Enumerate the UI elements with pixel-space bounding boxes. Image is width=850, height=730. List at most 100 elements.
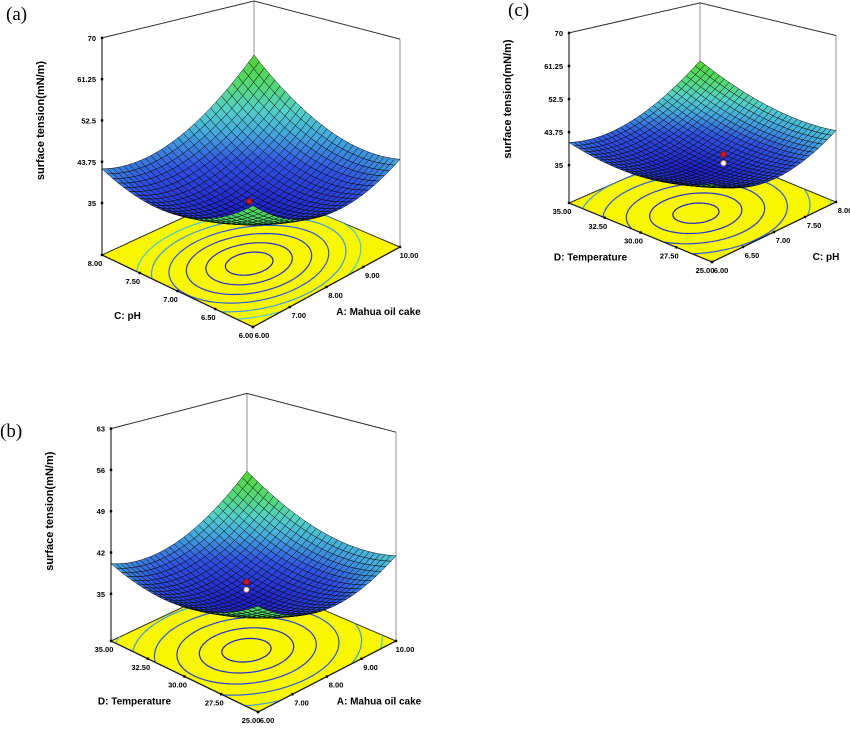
right-axis-tick-label: 10.00 — [396, 645, 415, 654]
z-tick-label: 42 — [97, 549, 105, 558]
z-tick-label: 35 — [97, 590, 105, 599]
contour-line — [198, 627, 295, 674]
left-axis-tick-label: 35.00 — [553, 207, 572, 216]
design-point-red — [246, 198, 253, 205]
design-point-white — [243, 586, 250, 593]
z-axis-label: surface tension(mN/m) — [502, 39, 514, 159]
frame-top-lines — [101, 0, 401, 40]
right-axis-tick-mark — [772, 230, 776, 234]
left-axis-tick-mark — [146, 657, 149, 660]
z-axis-label: surface tension(mN/m) — [44, 451, 56, 571]
right-axis-tick-label: 10.00 — [400, 251, 419, 260]
left-axis-tick-label: 35.00 — [95, 645, 114, 654]
z-tick-label: 61.25 — [77, 75, 96, 84]
right-axis-tick-label: 7.50 — [807, 221, 822, 230]
right-axis-tick-label: 6.50 — [745, 251, 760, 260]
right-axis-tick-label: 8.00 — [838, 206, 850, 215]
right-axis-tick-mark — [362, 265, 365, 269]
z-axis-tick-mark — [100, 36, 104, 40]
z-tick-label: 52.5 — [548, 95, 563, 104]
z-tick-label: 35 — [88, 199, 96, 208]
surface-mesh — [568, 60, 837, 189]
z-axis-tick-mark — [109, 468, 113, 472]
z-axis-tick-mark — [109, 551, 113, 554]
right-axis-label: A: Mahua oil cake — [336, 307, 421, 318]
frame-top-lines — [110, 392, 397, 433]
contour-line — [672, 202, 720, 224]
left-axis-tick-mark — [138, 271, 141, 275]
z-axis-tick-mark — [567, 164, 571, 167]
right-axis-tick-label: 7.00 — [776, 236, 791, 245]
left-axis-tick-label: 8.00 — [88, 259, 103, 268]
right-axis-tick-mark — [710, 260, 714, 264]
contour-line — [185, 232, 313, 296]
surface-mesh — [101, 54, 401, 226]
right-axis-label: C: pH — [813, 252, 840, 263]
contour-line — [221, 637, 272, 663]
left-axis-tick-label: 25.00 — [696, 266, 715, 275]
left-axis-tick-label: 6.50 — [201, 313, 216, 322]
right-axis-tick-mark — [394, 639, 398, 643]
right-axis-tick-label: 8.00 — [329, 681, 344, 690]
z-axis-tick-mark — [567, 64, 571, 68]
left-axis-tick-label: 27.50 — [660, 251, 679, 260]
left-axis-label: D: Temperature — [98, 697, 172, 708]
right-axis-tick-mark — [251, 325, 255, 329]
z-tick-label: 56 — [97, 466, 105, 475]
left-axis-tick-mark — [176, 289, 179, 293]
right-axis-tick-mark — [288, 305, 291, 309]
right-axis-tick-label: 6.00 — [714, 266, 729, 275]
right-axis-tick-mark — [360, 657, 363, 660]
left-axis-tick-label: 32.50 — [131, 663, 150, 672]
z-axis-tick-mark — [567, 97, 571, 101]
left-axis-tick-label: 6.00 — [239, 331, 254, 340]
right-axis-tick-label: 9.00 — [365, 271, 380, 280]
left-axis-tick-label: 7.50 — [125, 277, 140, 286]
left-axis-tick-mark — [603, 216, 606, 219]
left-axis-tick-mark — [220, 693, 223, 696]
design-point-red — [720, 151, 727, 158]
z-axis-tick-mark — [109, 510, 113, 513]
left-axis-label: D: Temperature — [554, 253, 628, 264]
z-axis-tick-mark — [100, 160, 104, 163]
design-point-white — [720, 160, 727, 167]
z-tick-label: 70 — [555, 29, 563, 38]
z-tick-label: 70 — [88, 34, 96, 43]
left-axis-tick-label: 7.00 — [163, 295, 178, 304]
left-axis-tick-mark — [100, 253, 104, 257]
left-axis-label: C: pH — [114, 311, 141, 322]
right-axis-tick-mark — [741, 245, 745, 249]
left-axis-tick-mark — [183, 675, 186, 678]
left-axis-tick-label: 25.00 — [242, 716, 261, 725]
contour-line — [205, 242, 293, 286]
left-axis-tick-label: 30.00 — [168, 681, 187, 690]
z-axis-tick-mark — [567, 130, 571, 134]
right-axis-tick-label: 8.00 — [328, 291, 343, 300]
surface-plot-b: 63 56 49 42 35 35.00 32.50 30.00 27.50 25.00 6.00 7… — [44, 392, 422, 725]
panel-letter-a: (a) — [6, 4, 28, 25]
right-axis-tick-label: 7.00 — [291, 311, 306, 320]
left-axis-tick-mark — [639, 231, 642, 234]
left-axis-tick-mark — [214, 307, 217, 311]
surface-plot-c: 70 61.25 52.5 43.75 35 35.00 32.50 30.00 27.50 25… — [502, 2, 850, 275]
z-axis-tick-mark — [567, 31, 571, 35]
right-axis-tick-mark — [834, 200, 838, 204]
left-axis-tick-mark — [567, 201, 571, 205]
contour-line — [224, 251, 274, 276]
frame-top-lines — [568, 2, 837, 36]
left-axis-tick-label: 32.50 — [588, 222, 607, 231]
z-axis-tick-mark — [100, 119, 104, 122]
surface-plot-a: 70 61.25 52.5 43.75 35 8.00 7.50 7.00 6.50 6.00 6.… — [35, 0, 421, 340]
z-tick-label: 35 — [555, 161, 563, 170]
left-axis-tick-mark — [675, 246, 678, 249]
contour-line — [176, 616, 317, 685]
z-tick-label: 52.5 — [81, 116, 96, 125]
design-point-red — [243, 578, 250, 586]
right-axis-tick-mark — [291, 693, 294, 696]
left-axis-tick-mark — [109, 639, 113, 643]
right-axis-tick-mark — [325, 285, 328, 289]
right-axis-tick-mark — [325, 675, 329, 678]
left-axis-tick-label: 27.50 — [205, 698, 224, 707]
right-axis-tick-label: 9.00 — [363, 663, 378, 672]
